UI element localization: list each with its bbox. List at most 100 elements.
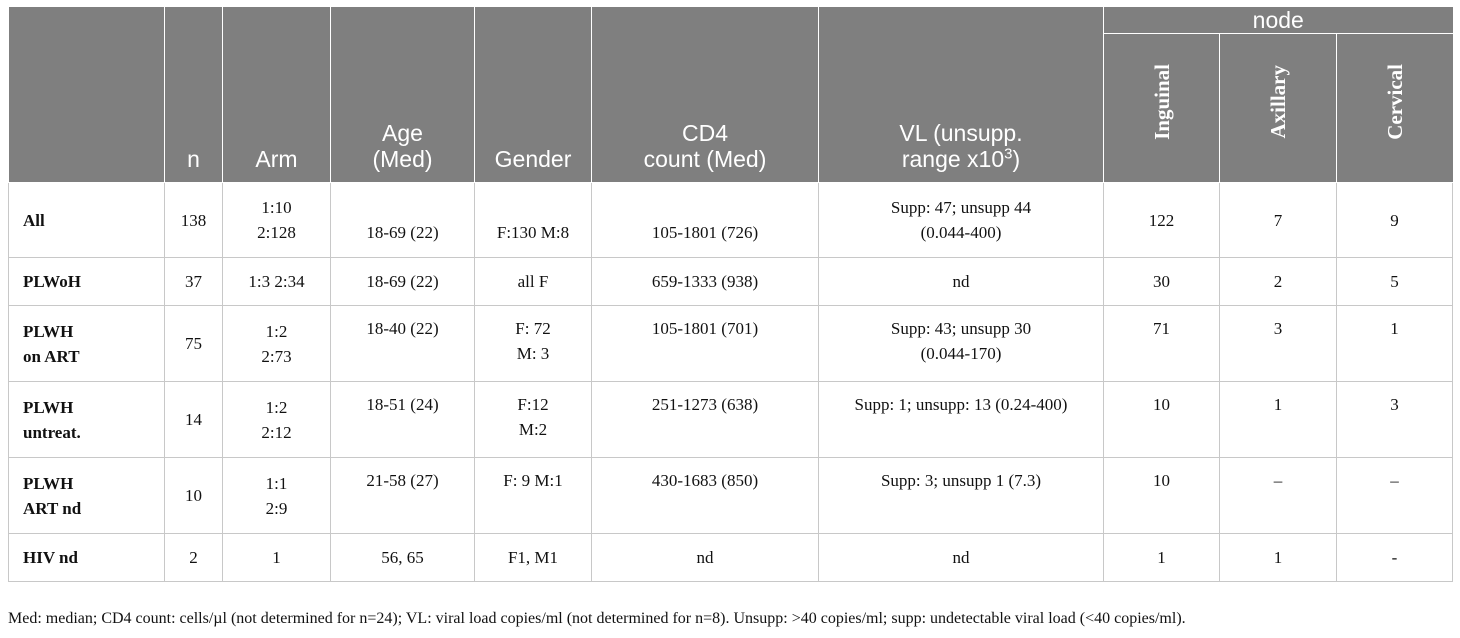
cell-arm: 1:2 2:12 bbox=[222, 381, 331, 458]
cell-cd4: 659-1333 (938) bbox=[591, 257, 819, 306]
cell-cervical: 5 bbox=[1336, 257, 1454, 306]
cell-gender: F: 9 M:1 bbox=[474, 457, 592, 534]
cell-group-line1: PLWH bbox=[23, 397, 74, 417]
cell-group: HIV nd bbox=[8, 533, 165, 582]
header-age: Age (Med) bbox=[330, 7, 475, 183]
header-age-line2: (Med) bbox=[372, 146, 433, 172]
cell-cd4-value: 105-1801 (726) bbox=[651, 223, 759, 242]
cell-age: 18-51 (24) bbox=[330, 381, 475, 458]
header-vl-close: ) bbox=[1012, 146, 1021, 172]
cell-vl: Supp: 3; unsupp 1 (7.3) bbox=[818, 457, 1104, 534]
cell-gender: all F bbox=[474, 257, 592, 306]
cell-age: 18-69 (22) bbox=[330, 182, 475, 258]
cell-vl: nd bbox=[818, 533, 1104, 582]
cell-vl: Supp: 43; unsupp 30 (0.044-170) bbox=[818, 305, 1104, 382]
cell-inguinal: 30 bbox=[1103, 257, 1220, 306]
cell-gender: F1, M1 bbox=[474, 533, 592, 582]
header-axillary-label: Axillary bbox=[1266, 64, 1290, 139]
cell-n: 138 bbox=[164, 182, 223, 258]
header-inguinal: Inguinal bbox=[1103, 33, 1220, 183]
cell-n: 14 bbox=[164, 381, 223, 458]
header-node-group: node bbox=[1103, 7, 1453, 34]
cell-arm-line1: 1:1 bbox=[265, 473, 288, 493]
cell-group: PLWH untreat. bbox=[8, 381, 165, 458]
cell-vl-line1: Supp: 47; unsupp 44 bbox=[890, 198, 1032, 217]
cell-gender: F:130 M:8 bbox=[474, 182, 592, 258]
cell-arm: 1:1 2:9 bbox=[222, 457, 331, 534]
cell-age: 18-40 (22) bbox=[330, 305, 475, 382]
cell-age: 56, 65 bbox=[330, 533, 475, 582]
header-axillary: Axillary bbox=[1219, 33, 1337, 183]
cell-arm: 1:10 2:128 bbox=[222, 182, 331, 258]
cell-cd4: 430-1683 (850) bbox=[591, 457, 819, 534]
cell-group-line2: ART nd bbox=[23, 498, 82, 518]
cell-group: PLWH ART nd bbox=[8, 457, 165, 534]
cell-vl: Supp: 1; unsupp: 13 (0.24-400) bbox=[818, 381, 1104, 458]
cell-vl: nd bbox=[818, 257, 1104, 306]
header-cd4-line2: count (Med) bbox=[643, 146, 767, 172]
cell-inguinal: 10 bbox=[1103, 457, 1220, 534]
header-cd4-line1: CD4 bbox=[681, 120, 728, 146]
cell-n: 2 bbox=[164, 533, 223, 582]
cell-gender-value: F:130 M:8 bbox=[496, 223, 570, 242]
cell-axillary: – bbox=[1219, 457, 1337, 534]
table-row: PLWH untreat. 14 1:2 2:12 18-51 (24) F:12 M… bbox=[8, 381, 1454, 458]
cell-inguinal: 122 bbox=[1103, 182, 1220, 258]
header-gender: Gender bbox=[474, 7, 592, 183]
header-cervical-label: Cervical bbox=[1382, 63, 1407, 140]
header-cervical: Cervical bbox=[1336, 33, 1453, 183]
cell-arm-line2: 2:9 bbox=[265, 498, 288, 518]
cell-arm-line1: 1:2 bbox=[265, 397, 288, 417]
cell-age: 18-69 (22) bbox=[330, 257, 475, 306]
table-row: PLWoH 37 1:3 2:34 18-69 (22) all F 659-1… bbox=[8, 257, 1454, 306]
header-vl: VL (unsupp. range x103) bbox=[818, 7, 1104, 183]
cell-age-value: 18-69 (22) bbox=[366, 223, 439, 242]
cell-gender-line2: M:2 bbox=[518, 420, 548, 439]
cell-cd4: 105-1801 (726) bbox=[591, 182, 819, 258]
cell-cd4: nd bbox=[591, 533, 819, 582]
header-vl-exponent: 3 bbox=[1004, 145, 1013, 163]
cell-group-line2: untreat. bbox=[23, 422, 81, 442]
cell-inguinal: 10 bbox=[1103, 381, 1220, 458]
cell-axillary: 1 bbox=[1219, 533, 1337, 582]
cell-arm: 1:3 2:34 bbox=[222, 257, 331, 306]
header-cd4: CD4 count (Med) bbox=[591, 7, 819, 183]
cell-cd4: 105-1801 (701) bbox=[591, 305, 819, 382]
header-vl-line2: range x10 bbox=[901, 146, 1005, 172]
data-table: n Arm Age (Med) Gender CD4 count (Med) V… bbox=[8, 7, 1454, 582]
cell-group-line1: PLWH bbox=[23, 321, 74, 341]
table-container: n Arm Age (Med) Gender CD4 count (Med) V… bbox=[8, 7, 1454, 582]
cell-arm-line1: 1:2 bbox=[265, 321, 288, 341]
table-row: HIV nd 2 1 56, 65 F1, M1 nd nd 1 1 - bbox=[8, 533, 1454, 582]
cell-n: 37 bbox=[164, 257, 223, 306]
cell-arm-line2: 2:128 bbox=[257, 223, 296, 242]
cell-group-line2: on ART bbox=[23, 346, 80, 366]
cell-arm-line2: 2:73 bbox=[261, 346, 292, 366]
cell-group: PLWoH bbox=[8, 257, 165, 306]
cell-gender-line1: F:12 bbox=[517, 395, 549, 414]
cell-group: All bbox=[8, 182, 165, 258]
cell-group-line1: PLWH bbox=[23, 473, 74, 493]
cell-gender: F:12 M:2 bbox=[474, 381, 592, 458]
cell-inguinal: 1 bbox=[1103, 533, 1220, 582]
header-age-line1: Age bbox=[382, 120, 423, 146]
cell-arm-line2: 2:12 bbox=[261, 422, 292, 442]
cell-gender-line1: F: 72 bbox=[515, 319, 551, 338]
cell-cd4: 251-1273 (638) bbox=[591, 381, 819, 458]
cell-cervical: 3 bbox=[1336, 381, 1454, 458]
cell-inguinal: 71 bbox=[1103, 305, 1220, 382]
cell-axillary: 3 bbox=[1219, 305, 1337, 382]
cell-cervical: 9 bbox=[1336, 182, 1454, 258]
cell-axillary: 2 bbox=[1219, 257, 1337, 306]
table-footnote: Med: median; CD4 count: cells/µl (not de… bbox=[8, 610, 1186, 627]
cell-gender-line2: M: 3 bbox=[516, 344, 550, 363]
header-vl-line1: VL (unsupp. bbox=[899, 120, 1023, 146]
cell-age: 21-58 (27) bbox=[330, 457, 475, 534]
cell-axillary: 1 bbox=[1219, 381, 1337, 458]
header-n: n bbox=[164, 7, 223, 183]
header-inguinal-label: Inguinal bbox=[1149, 63, 1174, 140]
cell-n: 75 bbox=[164, 305, 223, 382]
header-arm: Arm bbox=[222, 7, 331, 183]
cell-gender: F: 72 M: 3 bbox=[474, 305, 592, 382]
cell-axillary: 7 bbox=[1219, 182, 1337, 258]
